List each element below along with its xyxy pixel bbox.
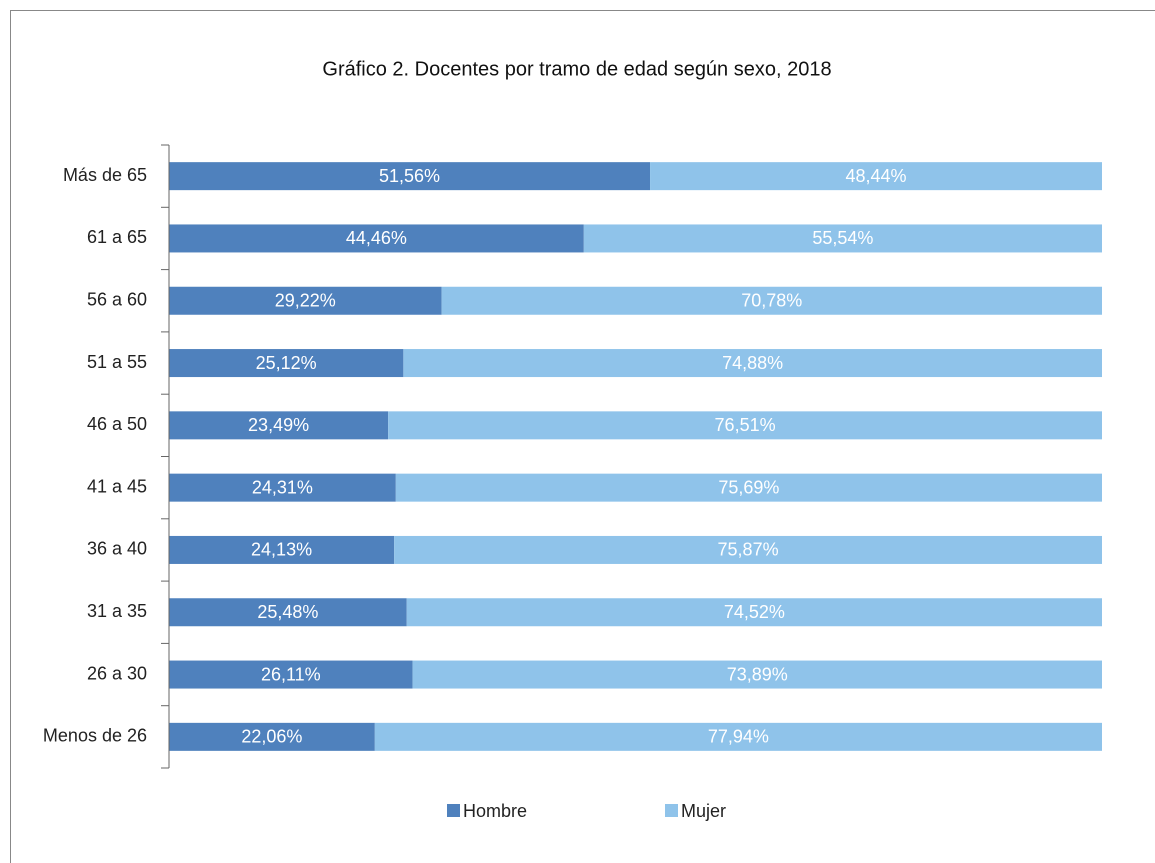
bar-segment	[169, 162, 651, 191]
y-tick-label: 56 a 60	[87, 290, 147, 310]
bar-segment	[169, 535, 395, 564]
value-label: 25,12%	[256, 353, 317, 373]
y-tick-label: 31 a 35	[87, 601, 147, 621]
value-label: 24,13%	[251, 540, 312, 560]
legend-label: Mujer	[681, 801, 726, 821]
y-tick-label: 26 a 30	[87, 663, 147, 683]
legend-swatch	[447, 804, 460, 817]
y-tick-label: 46 a 50	[87, 414, 147, 434]
value-label: 73,89%	[727, 664, 788, 684]
value-label: 76,51%	[715, 415, 776, 435]
value-label: 24,31%	[252, 477, 313, 497]
bar-segment	[169, 224, 584, 253]
value-label: 75,87%	[718, 540, 779, 560]
bar-segment	[388, 411, 1102, 440]
value-label: 23,49%	[248, 415, 309, 435]
value-label: 22,06%	[241, 727, 302, 747]
value-label: 51,56%	[379, 166, 440, 186]
value-label: 74,52%	[724, 602, 785, 622]
value-label: 70,78%	[741, 291, 802, 311]
bar-segment	[374, 722, 1102, 751]
value-label: 26,11%	[261, 664, 321, 684]
bar-segment	[169, 473, 396, 502]
bar-segment	[169, 286, 442, 315]
chart-title: Gráfico 2. Docentes por tramo de edad se…	[322, 58, 831, 80]
bar-segment	[441, 286, 1103, 315]
bar-segment	[583, 224, 1102, 253]
bar-segment	[412, 660, 1102, 689]
value-label: 77,94%	[708, 727, 769, 747]
y-tick-label: 36 a 40	[87, 539, 147, 559]
value-label: 29,22%	[275, 291, 336, 311]
y-tick-label: 61 a 65	[87, 227, 147, 247]
y-tick-label: Menos de 26	[43, 726, 147, 746]
bar-segment	[394, 535, 1102, 564]
value-label: 25,48%	[257, 602, 318, 622]
bar-segment	[169, 722, 375, 751]
value-label: 48,44%	[845, 166, 906, 186]
bar-segment	[169, 660, 413, 689]
legend-label: Hombre	[463, 801, 527, 821]
bar-segment	[406, 598, 1102, 627]
y-tick-label: 51 a 55	[87, 352, 147, 372]
bar-segment	[169, 598, 407, 627]
bar-segment	[169, 349, 404, 378]
legend-swatch	[665, 804, 678, 817]
y-tick-label: Más de 65	[63, 165, 147, 185]
bar-segment	[403, 349, 1102, 378]
bar-segment	[650, 162, 1102, 191]
bar-segment	[395, 473, 1103, 502]
value-label: 44,46%	[346, 228, 407, 248]
value-label: 55,54%	[812, 228, 873, 248]
bar-segment	[169, 411, 389, 440]
value-label: 74,88%	[722, 353, 783, 373]
y-tick-label: 41 a 45	[87, 476, 147, 496]
value-label: 75,69%	[718, 477, 779, 497]
